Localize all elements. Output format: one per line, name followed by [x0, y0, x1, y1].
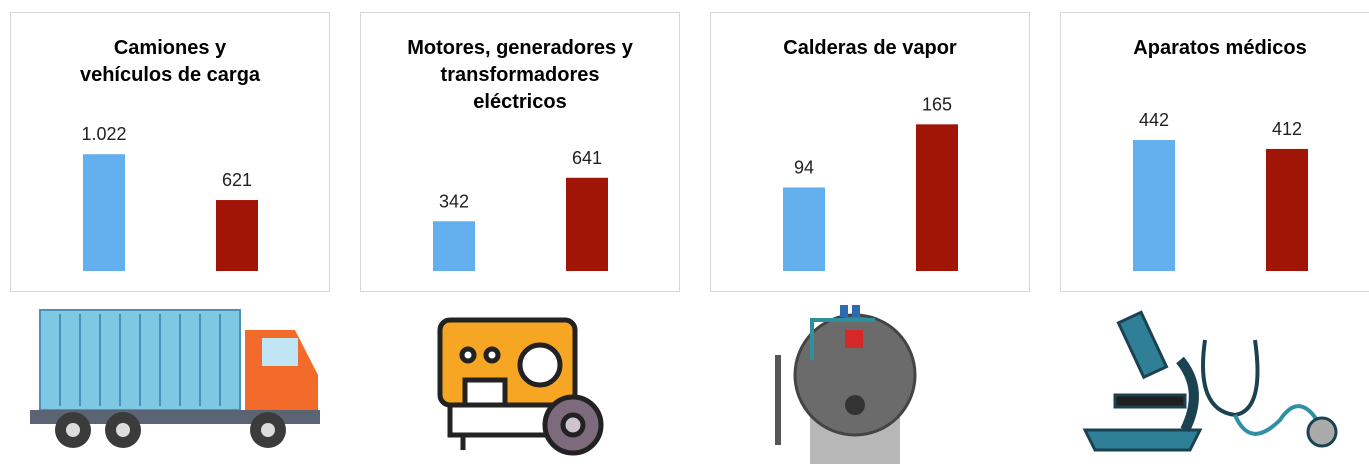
chart-panel: 1.022 621 Camiones y vehículos de carga	[10, 12, 330, 292]
page: 1.022 621 Camiones y vehículos de carga 342…	[0, 0, 1369, 464]
bar	[216, 200, 258, 271]
generator-icon	[440, 320, 601, 453]
boiler-icon	[775, 305, 915, 464]
data-label: 165	[922, 94, 952, 114]
chart-panel: 94 165 Calderas de vapor	[710, 12, 1030, 292]
data-label: 412	[1272, 119, 1302, 139]
bar	[566, 178, 608, 271]
chart-panel: 342 641 Motores, generadores y transformad…	[360, 12, 680, 292]
chart-title: Motores, generadores y transformadores e…	[395, 35, 645, 116]
data-label: 442	[1139, 110, 1169, 130]
truck-icon	[30, 310, 320, 448]
bar	[916, 124, 958, 271]
medical-icon	[1085, 312, 1336, 450]
bar	[83, 154, 125, 271]
chart-title: Camiones y vehículos de carga	[70, 35, 270, 89]
data-label: 621	[222, 170, 252, 190]
bar	[1133, 140, 1175, 271]
data-label: 94	[794, 157, 814, 177]
bar	[433, 221, 475, 271]
chart-title: Aparatos médicos	[1095, 35, 1345, 62]
chart-title: Calderas de vapor	[745, 35, 995, 62]
bar	[1266, 149, 1308, 271]
chart-panel: 442 412 Aparatos médicos	[1060, 12, 1369, 292]
data-label: 1.022	[81, 124, 126, 144]
bar	[783, 187, 825, 271]
data-label: 641	[572, 148, 602, 168]
data-label: 342	[439, 191, 469, 211]
illustrations	[0, 300, 1369, 464]
